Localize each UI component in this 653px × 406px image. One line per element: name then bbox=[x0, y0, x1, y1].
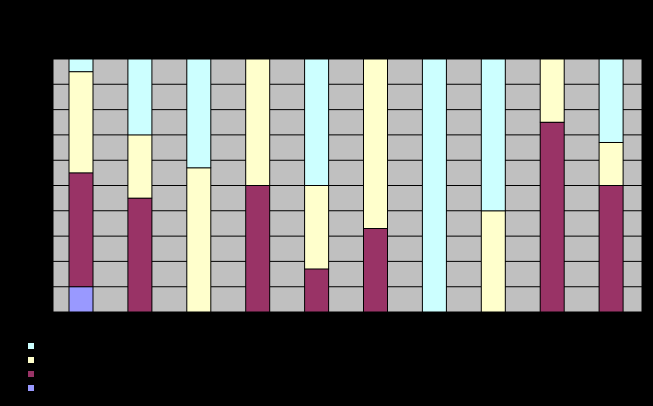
bar-segment-2-3 bbox=[245, 58, 271, 186]
bar-segment-1-8 bbox=[539, 121, 565, 313]
legend-swatch-maroon bbox=[28, 371, 34, 377]
bar-segment-3-1 bbox=[127, 58, 153, 136]
bar-segment-3-0 bbox=[68, 58, 94, 73]
bar-segment-1-3 bbox=[245, 185, 271, 313]
bar-segment-2-7 bbox=[480, 210, 506, 313]
legend-swatch-periwinkle bbox=[28, 385, 34, 391]
bar-segment-1-1 bbox=[127, 197, 153, 313]
bar-segment-3-4 bbox=[304, 58, 330, 186]
bar-segment-2-1 bbox=[127, 134, 153, 199]
plot-frame bbox=[52, 58, 643, 313]
bar-segment-3-6 bbox=[421, 58, 447, 313]
bar-segment-0-0 bbox=[68, 286, 94, 313]
bar-segment-2-9 bbox=[598, 141, 624, 187]
bar-segment-2-0 bbox=[68, 71, 94, 174]
bar-segment-2-2 bbox=[186, 167, 212, 313]
bar-segment-3-9 bbox=[598, 58, 624, 143]
bar-segment-1-4 bbox=[304, 268, 330, 313]
bar-segment-1-9 bbox=[598, 185, 624, 313]
bar-segment-3-2 bbox=[186, 58, 212, 169]
bar-segment-1-0 bbox=[68, 172, 94, 288]
bar-series-group bbox=[68, 58, 624, 313]
legend-swatch-yellow bbox=[28, 357, 34, 363]
bar-segment-2-8 bbox=[539, 58, 565, 123]
bar-segment-1-5 bbox=[363, 228, 388, 313]
bar-segment-2-5 bbox=[363, 58, 388, 230]
bar-segment-3-7 bbox=[480, 58, 506, 212]
bar-segment-2-4 bbox=[304, 185, 330, 270]
legend-swatch-cyan bbox=[28, 343, 34, 349]
